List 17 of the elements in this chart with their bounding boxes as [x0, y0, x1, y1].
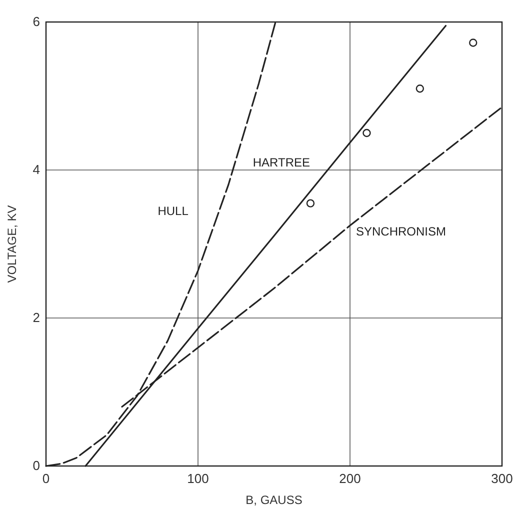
- y-tick-label: 0: [32, 458, 40, 473]
- x-tick-label: 200: [339, 471, 361, 486]
- text: HULL: [158, 204, 189, 218]
- point: [362, 128, 371, 138]
- y-tick-label: 6: [32, 14, 40, 29]
- series-label: SYNCHRONISM: [356, 224, 446, 238]
- point: [306, 199, 315, 208]
- point: [416, 84, 424, 93]
- series-label: HARTREE: [252, 156, 310, 170]
- x-tick-label: 100: [187, 471, 209, 486]
- x-axis-title: B, GAUSS: [246, 493, 302, 507]
- point: [469, 38, 478, 47]
- x-tick-label: 0: [42, 471, 50, 486]
- y-tick-label: 4: [32, 162, 40, 177]
- y-tick-label: 2: [32, 310, 40, 325]
- y-axis-title: VOLTAGE, KV: [5, 205, 19, 283]
- x-tick-label: 300: [491, 471, 513, 486]
